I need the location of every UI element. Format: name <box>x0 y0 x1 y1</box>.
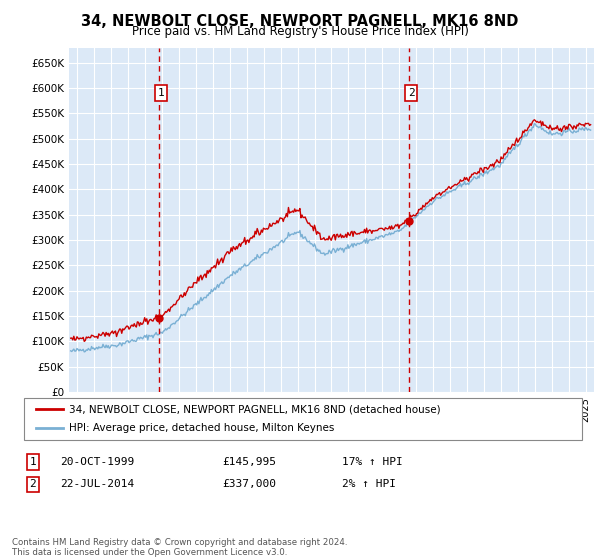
Text: 1: 1 <box>158 88 164 98</box>
Text: Price paid vs. HM Land Registry's House Price Index (HPI): Price paid vs. HM Land Registry's House … <box>131 25 469 38</box>
Text: Contains HM Land Registry data © Crown copyright and database right 2024.
This d: Contains HM Land Registry data © Crown c… <box>12 538 347 557</box>
Text: 34, NEWBOLT CLOSE, NEWPORT PAGNELL, MK16 8ND (detached house): 34, NEWBOLT CLOSE, NEWPORT PAGNELL, MK16… <box>69 404 440 414</box>
Text: 2% ↑ HPI: 2% ↑ HPI <box>342 479 396 489</box>
Text: £145,995: £145,995 <box>222 457 276 467</box>
Text: 20-OCT-1999: 20-OCT-1999 <box>60 457 134 467</box>
Text: 1: 1 <box>29 457 37 467</box>
Text: 22-JUL-2014: 22-JUL-2014 <box>60 479 134 489</box>
Text: HPI: Average price, detached house, Milton Keynes: HPI: Average price, detached house, Milt… <box>69 423 334 433</box>
Text: 17% ↑ HPI: 17% ↑ HPI <box>342 457 403 467</box>
Text: £337,000: £337,000 <box>222 479 276 489</box>
Text: 2: 2 <box>29 479 37 489</box>
Text: 34, NEWBOLT CLOSE, NEWPORT PAGNELL, MK16 8ND: 34, NEWBOLT CLOSE, NEWPORT PAGNELL, MK16… <box>82 14 518 29</box>
Text: 2: 2 <box>408 88 415 98</box>
